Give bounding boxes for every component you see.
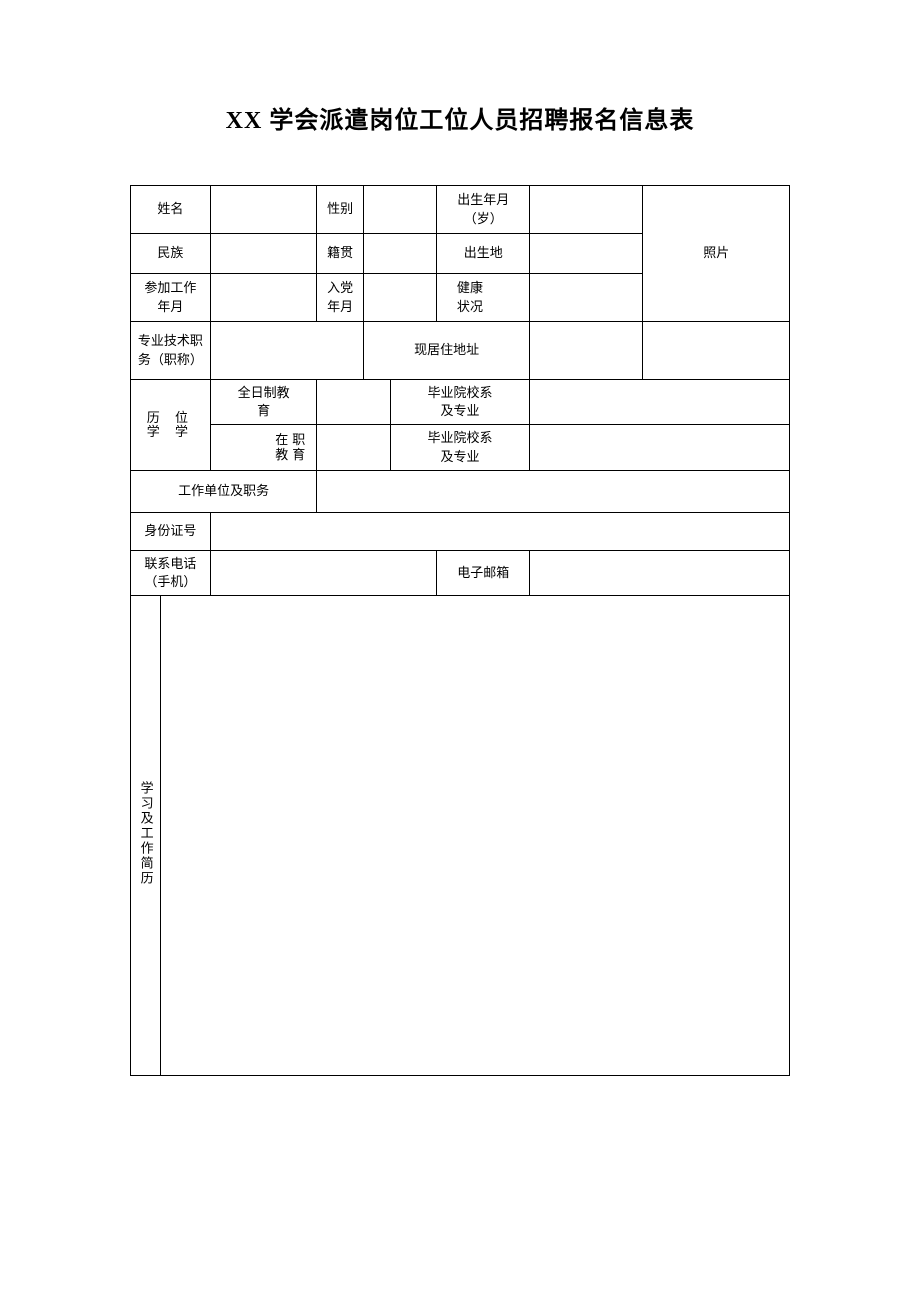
label-birth: 出生年月 （岁） — [437, 186, 530, 234]
label-pro-title: 专业技术职 务（职称） — [131, 322, 211, 380]
label-health-right: 康 况 — [470, 274, 530, 322]
value-pro-title — [210, 322, 363, 380]
label-party-join: 入党 年月 — [317, 274, 364, 322]
label-gender: 性别 — [317, 186, 364, 234]
label-onjob-edu-right: 职 育 — [290, 425, 317, 470]
label-edu-group: 历 位 学 学 — [131, 380, 211, 471]
value-work-unit — [317, 470, 790, 512]
label-resume-text: 学习及工作简历 — [136, 781, 154, 886]
value-birth — [530, 186, 643, 234]
form-table: 姓名 性别 出生年月 （岁） 照片 民族 籍贯 出生地 参加工作 年月 入党 年… — [130, 185, 790, 1076]
label-address: 现居住地址 — [363, 322, 529, 380]
label-photo: 照片 — [643, 186, 790, 322]
label-work-start: 参加工作 年月 — [131, 274, 211, 322]
label-onjob-edu-left: 在 教 — [210, 425, 290, 470]
value-phone — [210, 550, 436, 595]
value-work-start — [210, 274, 317, 322]
edu-group-l1: 历 位 — [131, 411, 210, 425]
value-email — [530, 550, 790, 595]
label-native-place: 籍贯 — [317, 234, 364, 274]
label-resume: 学习及工作简历 — [131, 596, 161, 1076]
value-ethnic — [210, 234, 317, 274]
value-grad-school-2 — [530, 425, 790, 470]
label-grad-school-2: 毕业院校系 及专业 — [390, 425, 530, 470]
value-onjob-edu — [317, 425, 390, 470]
page-title: XX 学会派遣岗位工位人员招聘报名信息表 — [130, 100, 790, 135]
label-grad-school-1: 毕业院校系 及专业 — [390, 380, 530, 425]
label-phone: 联系电话 （手机） — [131, 550, 211, 595]
label-work-unit: 工作单位及职务 — [131, 470, 317, 512]
edu-group-l2: 学 学 — [131, 425, 210, 439]
value-resume — [160, 596, 789, 1076]
value-party-join — [363, 274, 436, 322]
label-name: 姓名 — [131, 186, 211, 234]
value-fulltime-edu — [317, 380, 390, 425]
value-grad-school-1 — [530, 380, 790, 425]
value-native-place — [363, 234, 436, 274]
value-birth-place — [530, 234, 643, 274]
label-ethnic: 民族 — [131, 234, 211, 274]
value-id-number — [210, 512, 789, 550]
value-address-1 — [530, 322, 643, 380]
label-health-left: 健 状 — [437, 274, 470, 322]
label-fulltime-edu: 全日制教 育 — [210, 380, 317, 425]
label-email: 电子邮箱 — [437, 550, 530, 595]
label-birth-place: 出生地 — [437, 234, 530, 274]
label-id-number: 身份证号 — [131, 512, 211, 550]
value-name — [210, 186, 317, 234]
value-health — [530, 274, 643, 322]
value-gender — [363, 186, 436, 234]
value-address-2 — [643, 322, 790, 380]
form-page: XX 学会派遣岗位工位人员招聘报名信息表 姓名 性别 出生年月 （岁） 照片 — [0, 0, 920, 1136]
